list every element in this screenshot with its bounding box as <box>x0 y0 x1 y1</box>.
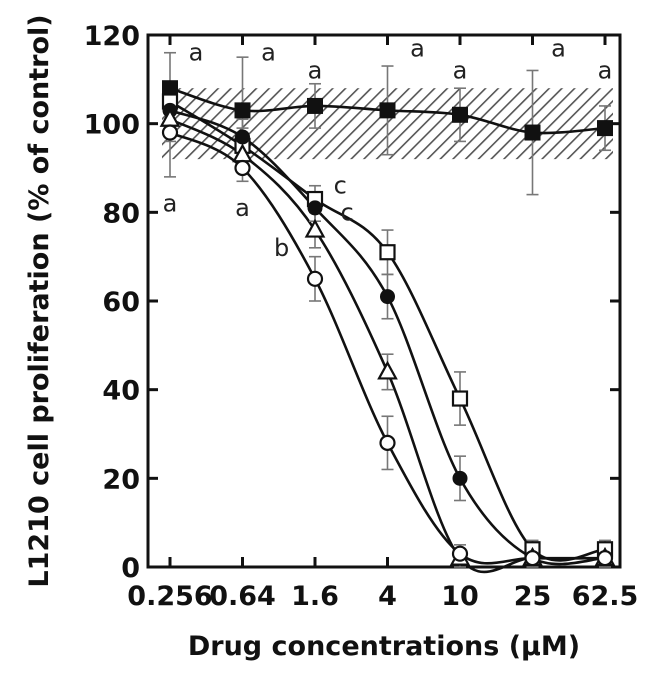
annotation-label: a <box>551 34 566 62</box>
y-tick-label: 120 <box>84 21 140 52</box>
y-tick-label: 100 <box>84 110 140 141</box>
data-point <box>451 390 469 407</box>
data-point <box>452 106 468 123</box>
data-point <box>524 124 541 141</box>
annotation-label: a <box>308 56 323 84</box>
annotation-label: c <box>334 172 347 200</box>
annotation-label: b <box>274 234 289 262</box>
data-point <box>234 102 251 119</box>
x-tick-label: 10 <box>441 581 479 612</box>
annotation-label: a <box>453 56 468 84</box>
x-tick-label: 0.64 <box>209 581 276 612</box>
data-point <box>307 97 323 114</box>
data-point <box>524 550 541 567</box>
y-tick-label: 40 <box>102 376 140 407</box>
data-point <box>161 124 179 141</box>
x-tick-label: 62.5 <box>572 581 639 612</box>
y-tick-label: 0 <box>121 553 140 584</box>
data-point <box>596 550 614 567</box>
x-axis-title: Drug concentrations (µM) <box>188 631 580 662</box>
data-point <box>162 80 178 97</box>
data-point <box>379 102 396 119</box>
x-tick-label: 4 <box>378 581 397 612</box>
annotation-label: a <box>163 189 178 217</box>
fit-curve <box>169 118 605 574</box>
axes <box>146 33 622 569</box>
data-points <box>159 80 616 567</box>
data-point <box>234 159 251 177</box>
annotation-label: a <box>598 56 613 84</box>
data-point <box>307 200 323 216</box>
annotation-label: a <box>235 194 250 222</box>
data-point <box>380 289 395 305</box>
annotation-label: a <box>410 34 425 62</box>
x-tick-label: 25 <box>514 581 552 612</box>
data-point <box>235 129 250 145</box>
data-point <box>304 218 326 238</box>
data-point <box>451 545 469 562</box>
data-point <box>377 360 398 380</box>
y-tick-label: 80 <box>102 198 140 229</box>
annotation-label: c <box>340 198 353 226</box>
y-tick-label: 60 <box>102 287 140 318</box>
y-tick-label: 20 <box>102 464 140 495</box>
data-point <box>379 244 396 261</box>
annotation-label: a <box>189 39 204 67</box>
data-point <box>379 434 396 451</box>
y-axis-title: L1210 cell proliferation (% of control) <box>24 14 55 587</box>
x-tick-label: 1.6 <box>291 581 339 612</box>
fit-curve <box>169 109 606 566</box>
data-point <box>597 120 613 137</box>
data-point <box>452 470 468 486</box>
annotation-label: a <box>261 39 276 67</box>
data-point <box>306 270 324 287</box>
x-tick-label: 0.256 <box>127 581 212 612</box>
